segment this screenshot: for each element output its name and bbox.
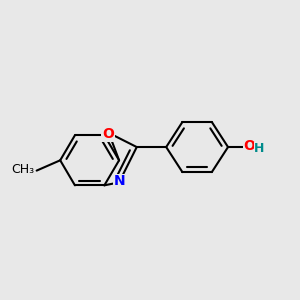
Text: O: O	[243, 139, 255, 153]
Text: CH₃: CH₃	[11, 163, 34, 176]
Text: O: O	[102, 128, 114, 141]
Text: H: H	[254, 142, 264, 155]
Text: N: N	[113, 174, 125, 188]
